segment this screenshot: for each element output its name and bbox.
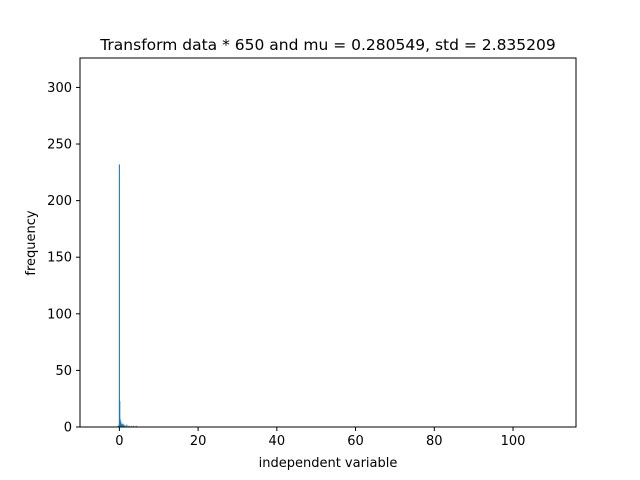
x-tick-label: 60 bbox=[347, 434, 364, 449]
histogram-bar bbox=[130, 425, 132, 427]
y-tick-label: 50 bbox=[55, 364, 72, 379]
histogram-bar bbox=[120, 423, 122, 427]
chart-title: Transform data * 650 and mu = 0.280549, … bbox=[99, 36, 556, 54]
histogram-bar bbox=[124, 425, 126, 427]
histogram-bar bbox=[117, 425, 119, 427]
x-tick-label: 0 bbox=[115, 434, 123, 449]
histogram-bars bbox=[117, 164, 137, 427]
x-tick-label: 40 bbox=[269, 434, 286, 449]
plot-frame bbox=[79, 57, 577, 428]
y-tick-label: 150 bbox=[47, 251, 72, 266]
y-axis-ticks: 0 50 100 150 200 250 300 bbox=[47, 81, 80, 436]
x-axis-ticks: 0 20 40 60 80 100 bbox=[115, 427, 525, 449]
x-tick-label: 100 bbox=[501, 434, 526, 449]
x-axis-title: independent variable bbox=[259, 456, 398, 471]
histogram-bar bbox=[128, 425, 130, 427]
histogram-bar bbox=[121, 424, 123, 427]
histogram-bar bbox=[126, 424, 128, 427]
x-tick-label: 20 bbox=[190, 434, 207, 449]
y-tick-label: 0 bbox=[64, 421, 72, 436]
histogram-bar bbox=[132, 425, 135, 427]
histogram-bar bbox=[119, 419, 121, 427]
histogram-bar bbox=[123, 424, 125, 427]
y-tick-label: 200 bbox=[47, 194, 72, 209]
y-tick-label: 300 bbox=[47, 81, 72, 96]
y-tick-label: 250 bbox=[47, 138, 72, 153]
histogram-bar bbox=[135, 425, 137, 427]
x-tick-label: 80 bbox=[426, 434, 443, 449]
histogram-bar bbox=[122, 423, 124, 427]
histogram-bar bbox=[118, 164, 120, 427]
histogram-bar bbox=[120, 421, 122, 427]
y-tick-label: 100 bbox=[47, 307, 72, 322]
y-axis-title: frequency bbox=[24, 210, 39, 276]
histogram-bar bbox=[119, 400, 121, 427]
